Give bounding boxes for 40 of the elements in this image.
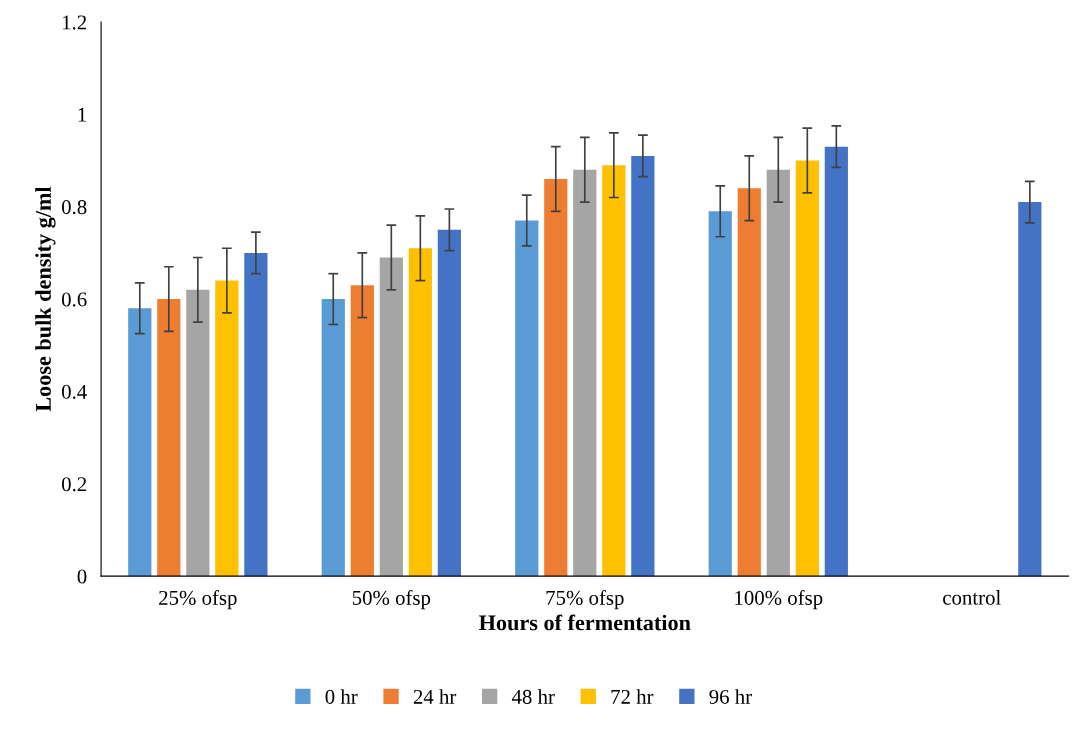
bar	[128, 308, 152, 577]
y-tick-label: 1.2	[62, 15, 87, 30]
legend-label: 48 hr	[511, 689, 555, 704]
legend-label: 0 hr	[325, 689, 358, 704]
x-tick-label: control	[943, 590, 1001, 605]
bar	[766, 169, 790, 577]
x-tick-label: 100% ofsp	[735, 590, 823, 610]
y-tick-label: 0.4	[61, 384, 87, 399]
y-tick-label: 0	[77, 569, 87, 584]
x-tick-label: 50% ofsp	[352, 590, 431, 610]
legend-label: 24 hr	[413, 689, 457, 704]
y-axis-title: Loose bulk density g/ml	[35, 186, 56, 412]
bar	[544, 179, 568, 577]
bar	[708, 211, 732, 577]
bar	[408, 248, 432, 577]
bar	[795, 160, 819, 577]
y-tick-label: 0.8	[61, 200, 87, 215]
bar	[321, 299, 345, 577]
bar	[631, 155, 655, 577]
bar	[186, 289, 210, 577]
legend-label: 72 hr	[611, 689, 654, 704]
bar	[737, 188, 761, 577]
bar	[1018, 202, 1042, 577]
y-tick-label: 0.2	[61, 477, 87, 492]
x-axis-title: Hours of fermentation	[479, 614, 691, 631]
bar	[157, 299, 181, 577]
bar	[379, 257, 403, 577]
x-tick-label: 75% ofsp	[546, 590, 624, 610]
bar	[437, 229, 461, 577]
y-tick-label: 1	[78, 107, 86, 122]
x-tick-label: 25% ofsp	[159, 590, 237, 610]
bar	[244, 252, 268, 577]
bar	[573, 169, 597, 577]
y-tick-label: 0.6	[61, 292, 87, 307]
bar	[824, 146, 848, 577]
bar	[350, 285, 374, 577]
bar	[515, 220, 539, 577]
bar	[215, 280, 239, 577]
bar	[602, 165, 626, 577]
legend-label: 96 hr	[709, 689, 752, 704]
